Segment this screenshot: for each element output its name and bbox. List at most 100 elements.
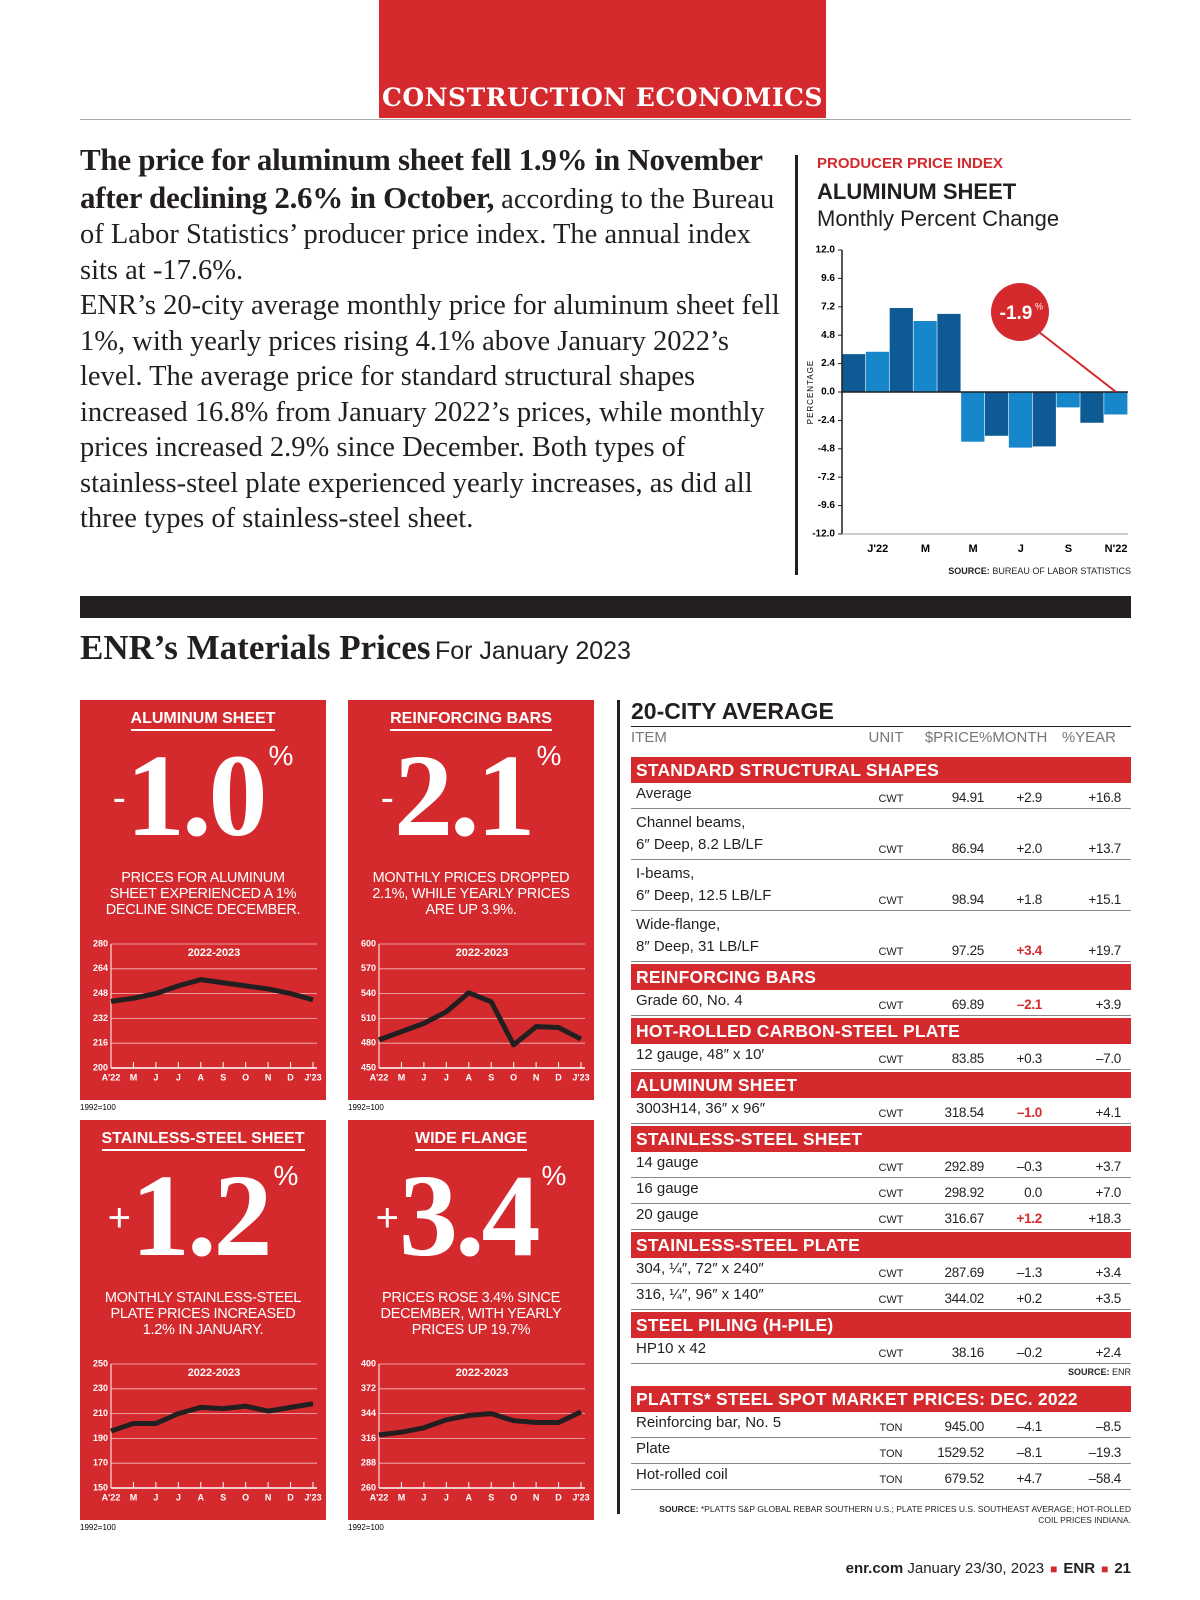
table-cell: 16 gauge bbox=[636, 1180, 699, 1197]
bar bbox=[865, 351, 890, 392]
figure-number: 2.1 bbox=[393, 730, 535, 861]
x-tick-label: O bbox=[242, 1492, 249, 1502]
x-tick-label: M bbox=[921, 543, 930, 555]
table-cell: –7.0 bbox=[1095, 1051, 1121, 1066]
headline-figure: +1.2% bbox=[80, 1156, 326, 1276]
x-tick-label: S bbox=[220, 1492, 226, 1502]
y-tick-label: 170 bbox=[93, 1458, 108, 1468]
x-tick-label: J'22 bbox=[867, 543, 888, 555]
bar bbox=[937, 313, 961, 392]
panel-title: REINFORCING BARS bbox=[348, 710, 594, 731]
y-tick-label: 250 bbox=[93, 1358, 108, 1368]
x-tick-label: A bbox=[466, 1492, 473, 1502]
table-cell: +4.1 bbox=[1095, 1105, 1122, 1120]
table-cell: HP10 x 42 bbox=[636, 1340, 707, 1357]
y-tick-label: 248 bbox=[93, 988, 108, 998]
source-text: BUREAU OF LABOR STATISTICS bbox=[992, 566, 1131, 576]
separator: ■ bbox=[1050, 1562, 1058, 1576]
x-tick-label: N'22 bbox=[1105, 543, 1128, 555]
table-row: Grade 60, No. 4 CWT 69.89 –2.1 +3.9 bbox=[631, 990, 1131, 1016]
table-cell: 0.0 bbox=[1024, 1185, 1042, 1200]
chart-kicker: PRODUCER PRICE INDEX bbox=[817, 155, 1003, 172]
table-cell: 83.85 bbox=[951, 1051, 985, 1066]
y-tick-label: 0.0 bbox=[821, 387, 835, 398]
table-body: STANDARD STRUCTURAL SHAPES Average CWT 94.9… bbox=[631, 757, 1131, 1364]
panel bbox=[348, 1120, 594, 1520]
bar bbox=[985, 392, 1009, 436]
intro-lead: The price for aluminum sheet fell 1.9% i… bbox=[80, 142, 763, 215]
panel-title-text: REINFORCING BARS bbox=[390, 710, 552, 731]
table-cell: –19.3 bbox=[1088, 1445, 1122, 1460]
table-cell: –0.2 bbox=[1016, 1345, 1042, 1360]
x-tick-label: M bbox=[130, 1492, 138, 1502]
page-footer: enr.com January 23/30, 2023 ■ ENR ■ 21 bbox=[846, 1560, 1131, 1577]
price-line bbox=[378, 1409, 583, 1438]
callout-line bbox=[1029, 324, 1117, 393]
x-tick-label: S bbox=[220, 1072, 226, 1082]
figure-number: 1.2 bbox=[130, 1150, 272, 1281]
group-heading: STAINLESS-STEEL SHEET bbox=[631, 1126, 1131, 1152]
panel bbox=[348, 700, 594, 1100]
table-cell: CWT bbox=[878, 946, 904, 958]
table-cell: 69.89 bbox=[951, 997, 985, 1012]
table-cell: –8.1 bbox=[1016, 1445, 1042, 1460]
bar bbox=[889, 307, 913, 392]
footer-site: enr.com bbox=[845, 1560, 904, 1577]
table-cell: Grade 60, No. 4 bbox=[636, 992, 743, 1009]
bar bbox=[1056, 392, 1080, 408]
y-tick-label: 540 bbox=[361, 988, 376, 998]
y-tick-label: 210 bbox=[93, 1408, 108, 1418]
table-cell: 292.89 bbox=[944, 1159, 985, 1174]
table-cell: CWT bbox=[878, 1348, 904, 1360]
separator: ■ bbox=[1101, 1562, 1109, 1576]
table-cell: +0.3 bbox=[1016, 1051, 1043, 1066]
table-cell: +2.9 bbox=[1016, 790, 1043, 805]
table-cell: –4.1 bbox=[1016, 1419, 1042, 1434]
price-table: 20-CITY AVERAGE ITEM UNIT $PRICE %MONTH %YEA… bbox=[631, 698, 1131, 1526]
column-header: UNIT bbox=[868, 729, 904, 746]
table-row: Average CWT 94.91 +2.9 +16.8 bbox=[631, 783, 1131, 809]
table-cell: –0.3 bbox=[1016, 1159, 1042, 1174]
y-tick-label: -12.0 bbox=[812, 529, 835, 540]
group-heading: STEEL PILING (H-PILE) bbox=[631, 1312, 1131, 1338]
table-cell: CWT bbox=[878, 793, 904, 805]
x-tick-label: S bbox=[488, 1492, 494, 1502]
platts-source: SOURCE: *PLATTS S&P GLOBAL REBAR SOUTHER… bbox=[631, 1504, 1131, 1526]
column-header: $PRICE bbox=[924, 729, 979, 746]
group-heading: STAINLESS-STEEL PLATE bbox=[631, 1232, 1131, 1258]
table-cell: I-beams, 6″ Deep, 12.5 LB/LF bbox=[636, 865, 772, 904]
table-cell: +7.0 bbox=[1095, 1185, 1122, 1200]
table-cell: CWT bbox=[878, 1054, 904, 1066]
y-tick-label: 7.2 bbox=[821, 301, 835, 312]
x-tick-label: N bbox=[265, 1072, 272, 1082]
x-tick-label: O bbox=[510, 1492, 517, 1502]
table-cell: CWT bbox=[878, 1162, 904, 1174]
footer-date: January 23/30, 2023 bbox=[907, 1560, 1045, 1577]
x-tick-label: J bbox=[421, 1492, 426, 1502]
x-tick-label: A bbox=[198, 1072, 205, 1082]
y-tick-label: 600 bbox=[361, 938, 376, 948]
table-row: 14 gauge CWT 292.89 –0.3 +3.7 bbox=[631, 1152, 1131, 1178]
bar bbox=[1032, 392, 1056, 447]
panel bbox=[80, 700, 326, 1100]
table-cell: 12 gauge, 48″ x 10′ bbox=[636, 1046, 765, 1063]
source-text: ENR bbox=[1111, 1367, 1131, 1377]
table-cell: +15.1 bbox=[1088, 892, 1121, 907]
chart-subtitle: Monthly Percent Change bbox=[817, 206, 1060, 231]
table-cell: 287.69 bbox=[944, 1265, 985, 1280]
x-tick-label: J bbox=[153, 1492, 158, 1502]
y-tick-label: 264 bbox=[93, 963, 108, 973]
table-row: HP10 x 42 CWT 38.16 –0.2 +2.4 bbox=[631, 1338, 1131, 1364]
table-row: 12 gauge, 48″ x 10′ CWT 83.85 +0.3 –7.0 bbox=[631, 1044, 1131, 1070]
table-cell: 298.92 bbox=[944, 1185, 985, 1200]
figure-unit: % bbox=[536, 740, 562, 771]
callout-circle bbox=[991, 283, 1049, 341]
index-note: 1992=100 bbox=[348, 1523, 384, 1532]
y-tick-label: 400 bbox=[361, 1358, 376, 1368]
panel bbox=[80, 1120, 326, 1520]
y-tick-label: -7.2 bbox=[818, 472, 836, 483]
table-cell: 94.91 bbox=[951, 790, 985, 805]
figure-number: 3.4 bbox=[398, 1150, 540, 1281]
chart-subtitle: 2022-2023 bbox=[456, 947, 509, 959]
